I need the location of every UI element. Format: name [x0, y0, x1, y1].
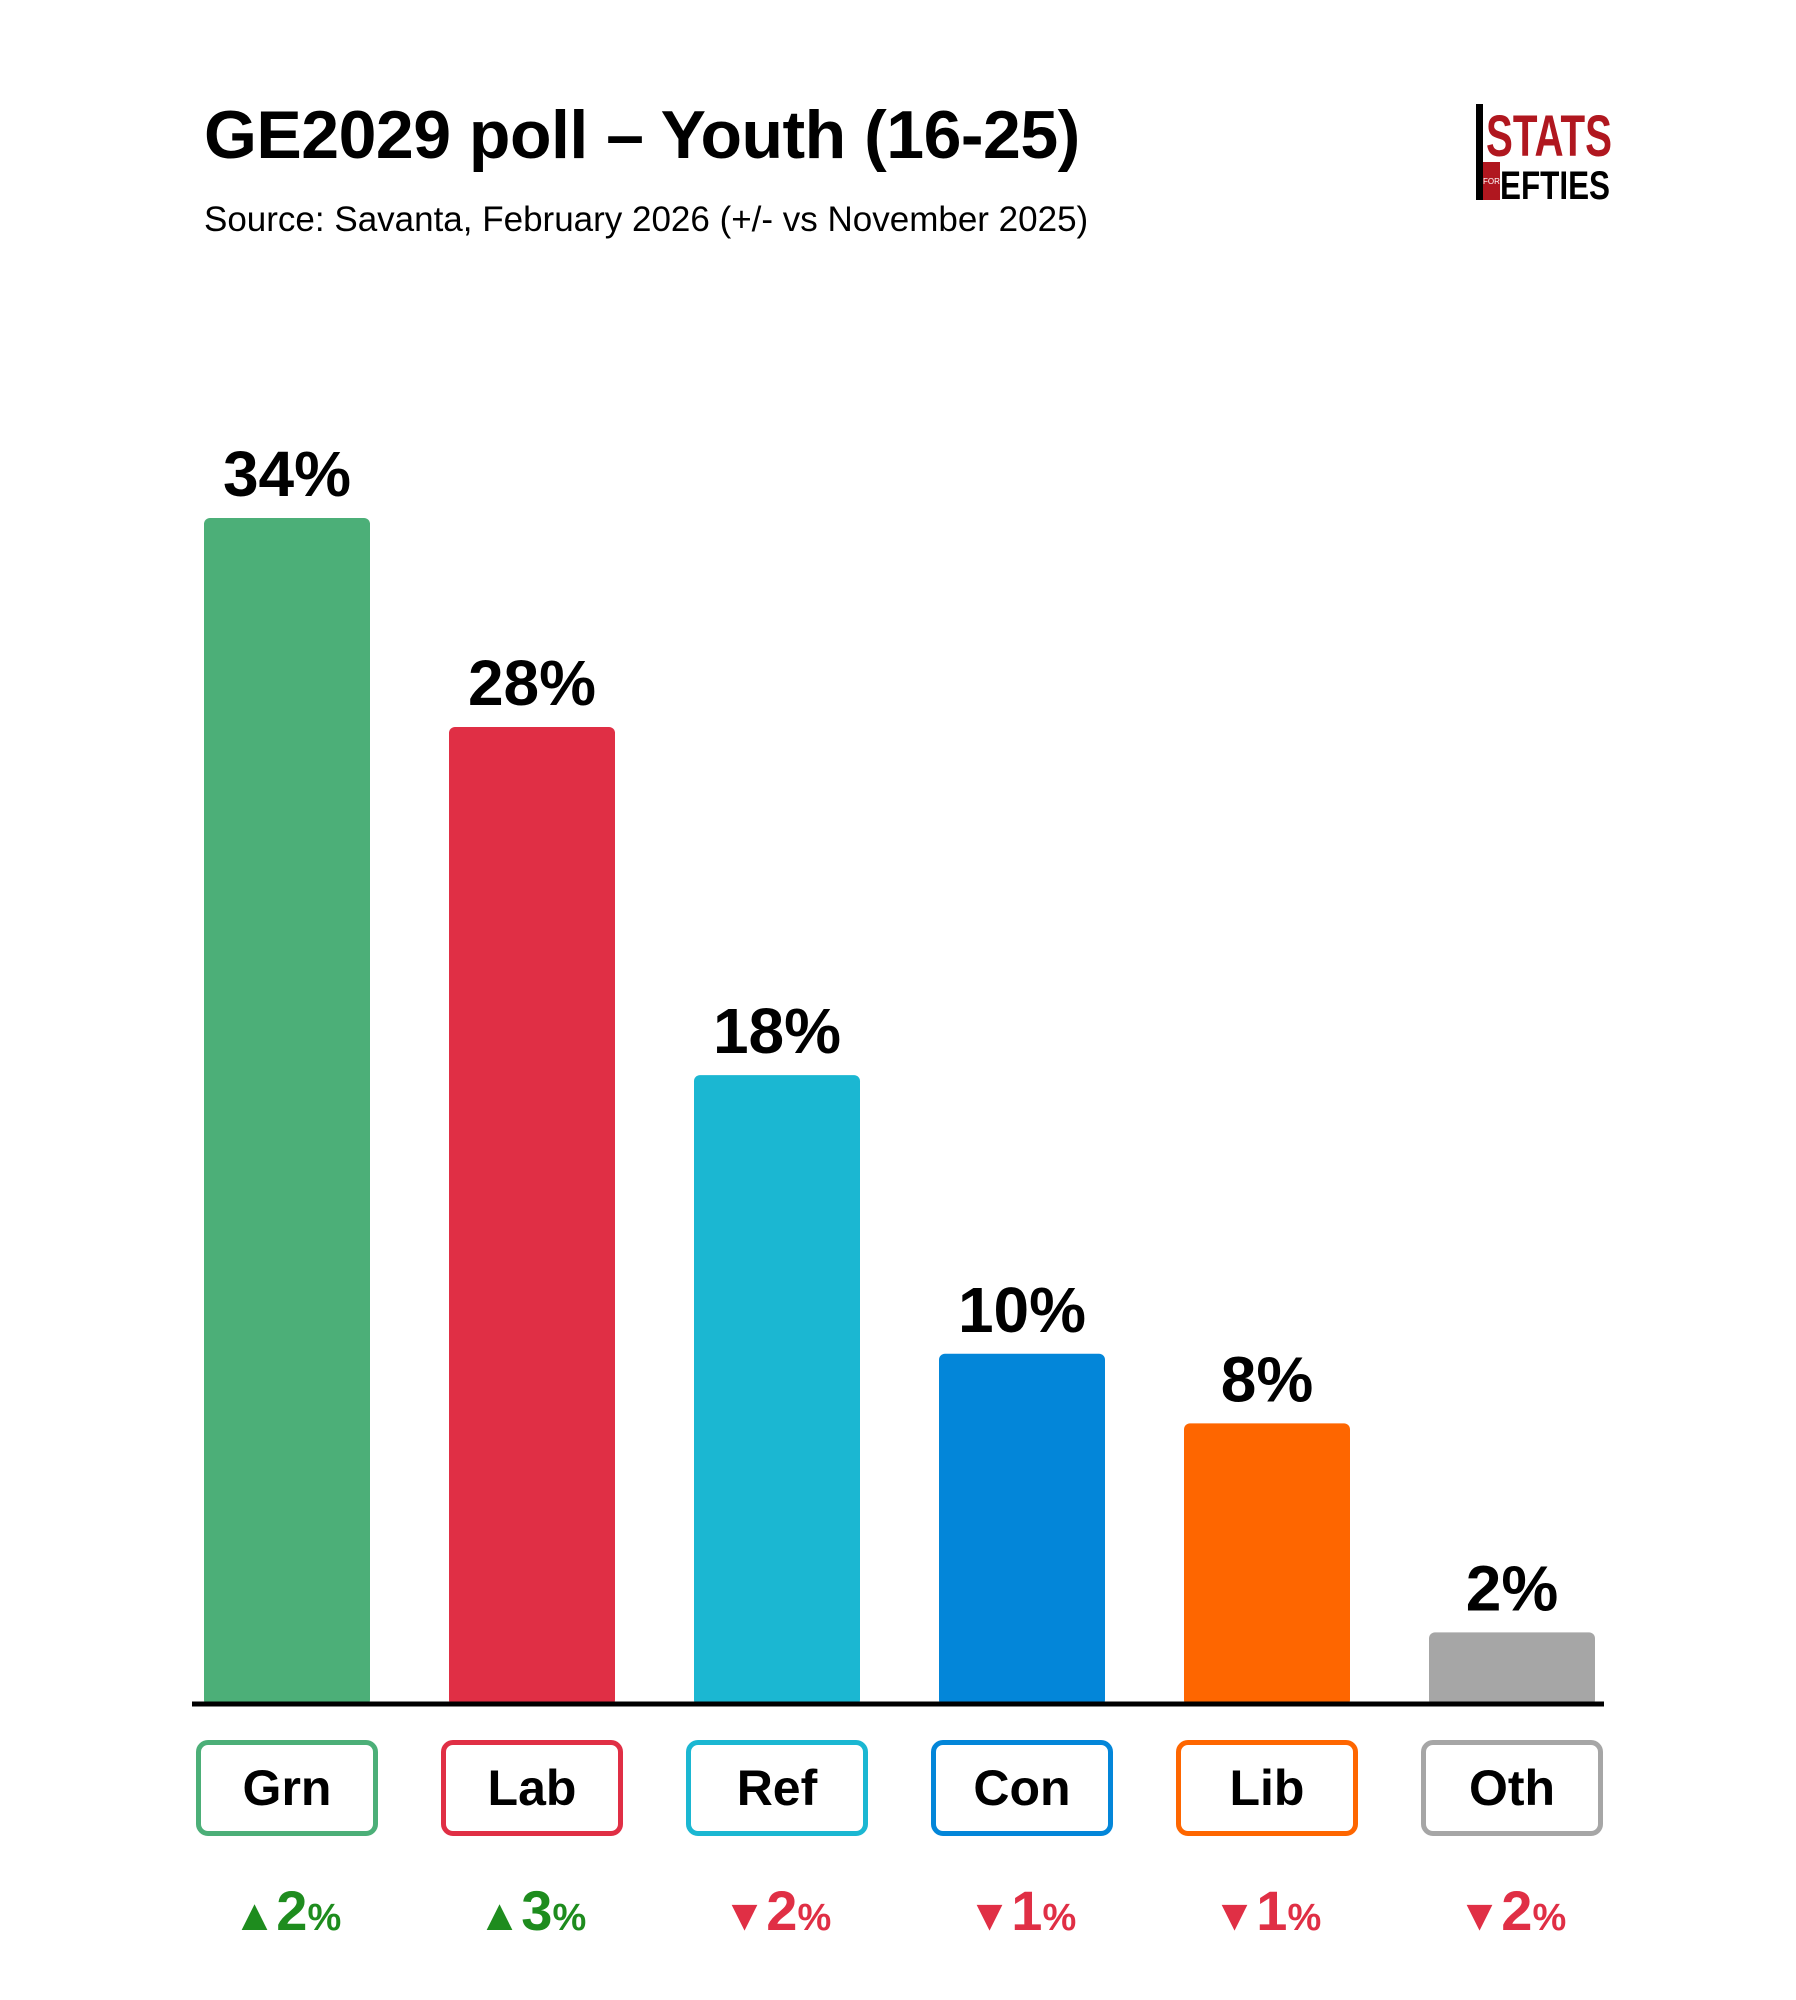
arrow-down-icon: ▼ — [1457, 1891, 1502, 1940]
arrow-down-icon: ▼ — [1212, 1891, 1257, 1940]
stats-for-lefties-logo: STATS FOR EFTIES — [1476, 104, 1612, 202]
chart-title: GE2029 poll – Youth (16-25) — [204, 97, 1080, 173]
change-unit: % — [552, 1897, 587, 1939]
change-unit: % — [797, 1897, 832, 1939]
category-label-lab: Lab — [441, 1740, 623, 1836]
change-value: 1 — [1256, 1879, 1288, 1942]
change-grn: ▲2% — [196, 1878, 378, 1943]
category-label-lib: Lib — [1176, 1740, 1358, 1836]
value-label-oth: 2% — [1466, 1552, 1559, 1624]
value-label-lib: 8% — [1221, 1343, 1314, 1415]
bar-ref — [694, 1075, 860, 1706]
bar-lib — [1184, 1423, 1350, 1706]
change-lab: ▲3% — [441, 1878, 623, 1943]
change-unit: % — [307, 1897, 342, 1939]
logo-for-text: FOR — [1483, 177, 1500, 186]
change-value: 2 — [1501, 1879, 1533, 1942]
category-label-oth: Oth — [1421, 1740, 1603, 1836]
category-label-grn: Grn — [196, 1740, 378, 1836]
change-value: 1 — [1011, 1879, 1043, 1942]
change-value: 3 — [521, 1879, 553, 1942]
change-unit: % — [1287, 1897, 1322, 1939]
change-unit: % — [1532, 1897, 1567, 1939]
bar-con — [939, 1353, 1105, 1706]
value-label-con: 10% — [958, 1274, 1086, 1346]
category-label-ref: Ref — [686, 1740, 868, 1836]
category-label-con: Con — [931, 1740, 1113, 1836]
value-label-grn: 34% — [223, 438, 351, 510]
change-con: ▼1% — [931, 1878, 1113, 1943]
logo-lefties-text: EFTIES — [1500, 164, 1610, 202]
arrow-down-icon: ▼ — [967, 1891, 1012, 1940]
arrow-up-icon: ▲ — [232, 1891, 277, 1940]
change-value: 2 — [276, 1879, 308, 1942]
logo-stats-text: STATS — [1486, 104, 1612, 169]
value-label-lab: 28% — [468, 647, 596, 719]
value-label-ref: 18% — [713, 995, 841, 1067]
bar-grn — [204, 518, 370, 1706]
chart-subtitle: Source: Savanta, February 2026 (+/- vs N… — [204, 200, 1089, 239]
change-ref: ▼2% — [686, 1878, 868, 1943]
change-lib: ▼1% — [1176, 1878, 1358, 1943]
bar-lab — [449, 726, 615, 1706]
change-unit: % — [1042, 1897, 1077, 1939]
bar-oth — [1429, 1632, 1595, 1706]
change-value: 2 — [766, 1879, 798, 1942]
change-oth: ▼2% — [1421, 1878, 1603, 1943]
arrow-up-icon: ▲ — [477, 1891, 522, 1940]
arrow-down-icon: ▼ — [722, 1891, 767, 1940]
